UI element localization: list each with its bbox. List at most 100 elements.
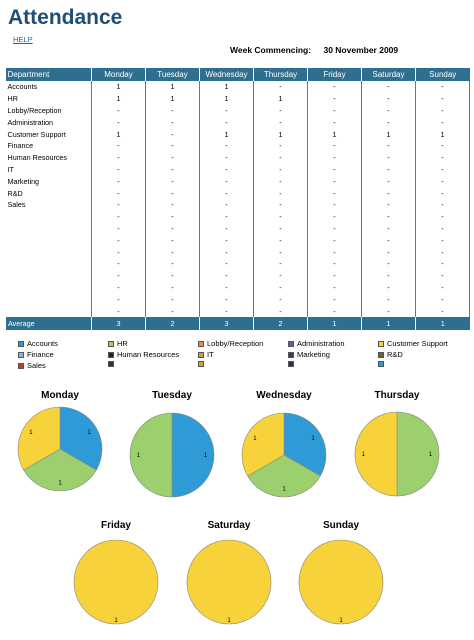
pie-slice bbox=[283, 412, 327, 477]
attendance-cell: - bbox=[145, 210, 200, 223]
department-cell bbox=[6, 293, 92, 305]
attendance-cell: - bbox=[415, 269, 470, 282]
average-row: Average 3 2 3 2 1 1 1 bbox=[5, 316, 470, 330]
attendance-cell: 1 bbox=[91, 128, 146, 140]
table-row: Finance - - - - - - - bbox=[6, 139, 470, 152]
attendance-cell: - bbox=[415, 104, 470, 117]
department-cell: Accounts bbox=[7, 82, 38, 92]
department-cell bbox=[6, 258, 92, 270]
legend-item: Human Resources bbox=[108, 350, 179, 359]
pie-chart: 1 bbox=[186, 539, 272, 625]
legend-item: IT bbox=[198, 350, 214, 359]
page-title: Attendance bbox=[8, 6, 123, 29]
table-row: IT - - - - - - - bbox=[6, 163, 470, 176]
pie-slice bbox=[298, 539, 384, 625]
attendance-cell: - bbox=[361, 269, 416, 282]
attendance-cell: - bbox=[253, 139, 308, 152]
attendance-cell: - bbox=[415, 175, 470, 188]
pie-chart: 11 bbox=[129, 412, 215, 498]
attendance-cell: - bbox=[253, 269, 308, 282]
pie-slice bbox=[23, 448, 97, 492]
attendance-cell: 1 bbox=[253, 92, 308, 105]
help-link[interactable]: HELP bbox=[13, 35, 33, 44]
attendance-cell: - bbox=[415, 281, 470, 294]
attendance-cell: - bbox=[307, 210, 362, 223]
pie-data-label: 1 bbox=[339, 618, 343, 624]
legend-item bbox=[288, 361, 297, 367]
legend-item: Marketing bbox=[288, 350, 330, 359]
department-cell: Administration bbox=[7, 117, 54, 127]
attendance-cell: - bbox=[91, 293, 146, 306]
pie-slice bbox=[171, 412, 215, 498]
attendance-cell: - bbox=[415, 92, 470, 105]
attendance-cell: - bbox=[199, 246, 254, 258]
attendance-cell: - bbox=[307, 246, 362, 258]
attendance-cell: - bbox=[253, 234, 308, 247]
legend-item bbox=[378, 361, 387, 367]
pie-slice bbox=[129, 412, 173, 498]
legend-item: Sales bbox=[18, 361, 46, 370]
legend-label: Accounts bbox=[27, 339, 58, 348]
attendance-cell: - bbox=[361, 92, 416, 105]
attendance-cell: - bbox=[307, 81, 362, 93]
legend-label: Customer Support bbox=[387, 339, 448, 348]
attendance-cell: - bbox=[361, 246, 416, 258]
attendance-cell: 1 bbox=[91, 81, 146, 93]
average-cell: 1 bbox=[307, 316, 362, 330]
attendance-cell: - bbox=[415, 257, 470, 270]
column-header: Thursday bbox=[253, 68, 308, 81]
legend-swatch bbox=[288, 351, 294, 358]
department-cell: Finance bbox=[7, 141, 34, 151]
table-body: Accounts 1 1 1- - - - HR 1 1 1 1- - - Lobby/Reception -… bbox=[5, 81, 470, 330]
table-row: ------- bbox=[6, 234, 470, 247]
attendance-cell: - bbox=[91, 198, 146, 211]
table-row: R&D - - - - - - - bbox=[6, 187, 470, 199]
department-cell bbox=[6, 211, 92, 223]
average-cell: 3 bbox=[199, 316, 254, 330]
attendance-cell: - bbox=[253, 305, 308, 317]
pie-slice bbox=[186, 539, 272, 625]
attendance-cell: 1 bbox=[199, 92, 254, 105]
attendance-cell: - bbox=[253, 163, 308, 176]
department-cell bbox=[6, 246, 92, 258]
legend-swatch bbox=[378, 361, 384, 367]
attendance-cell: - bbox=[253, 187, 308, 199]
attendance-cell: - bbox=[307, 293, 362, 306]
pie-data-label: 1 bbox=[253, 436, 257, 442]
legend-swatch bbox=[198, 340, 204, 347]
attendance-cell: - bbox=[361, 234, 416, 247]
attendance-cell: - bbox=[91, 281, 146, 294]
pie-slice bbox=[396, 411, 440, 497]
pie-slice bbox=[17, 406, 61, 471]
legend-label: Lobby/Reception bbox=[207, 339, 264, 348]
attendance-cell: - bbox=[361, 293, 416, 306]
legend-item: Customer Support bbox=[378, 339, 448, 348]
attendance-cell: 1 bbox=[415, 128, 470, 140]
pie-chart: 1 bbox=[73, 539, 159, 625]
attendance-cell: - bbox=[307, 92, 362, 105]
attendance-cell: - bbox=[415, 163, 470, 176]
department-cell: Customer Support bbox=[7, 129, 66, 139]
table-row: ------- bbox=[6, 210, 470, 223]
attendance-cell: - bbox=[253, 104, 308, 117]
table-row: ------- bbox=[6, 269, 470, 282]
pie-data-label: 1 bbox=[87, 430, 91, 436]
pie-data-label: 1 bbox=[137, 453, 141, 459]
legend-item: Accounts bbox=[18, 339, 58, 348]
attendance-cell: - bbox=[307, 104, 362, 117]
department-cell: Human Resources bbox=[7, 153, 68, 163]
column-header: Wednesday bbox=[199, 68, 254, 81]
department-cell: IT bbox=[7, 164, 14, 174]
legend-swatch bbox=[18, 362, 24, 369]
pie-slice bbox=[354, 411, 398, 497]
attendance-cell: - bbox=[91, 175, 146, 188]
legend-swatch bbox=[108, 351, 114, 358]
attendance-cell: - bbox=[199, 293, 254, 306]
legend-swatch bbox=[198, 351, 204, 358]
legend-item: R&D bbox=[378, 350, 403, 359]
attendance-cell: - bbox=[415, 116, 470, 129]
attendance-cell: - bbox=[145, 269, 200, 282]
attendance-cell: - bbox=[91, 187, 146, 199]
pie-chart: 1 bbox=[298, 539, 384, 625]
attendance-cell: - bbox=[253, 81, 308, 93]
